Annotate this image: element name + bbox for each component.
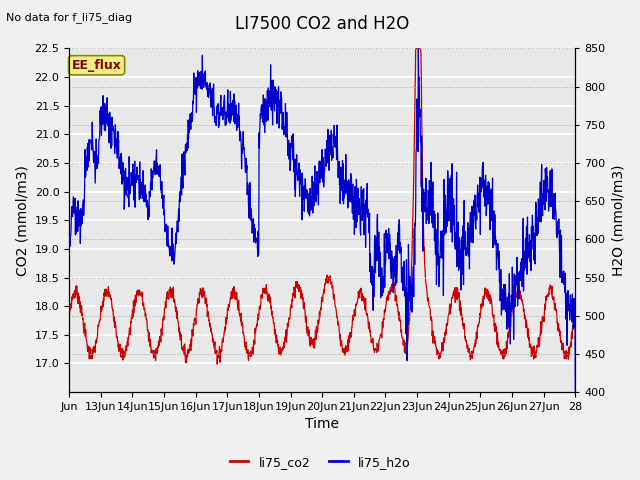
Y-axis label: CO2 (mmol/m3): CO2 (mmol/m3) [15, 165, 29, 276]
Title: LI7500 CO2 and H2O: LI7500 CO2 and H2O [235, 15, 410, 33]
X-axis label: Time: Time [305, 418, 339, 432]
Legend: li75_co2, li75_h2o: li75_co2, li75_h2o [225, 451, 415, 474]
Text: EE_flux: EE_flux [72, 59, 122, 72]
Text: No data for f_li75_diag: No data for f_li75_diag [6, 12, 132, 23]
Y-axis label: H2O (mmol/m3): H2O (mmol/m3) [611, 165, 625, 276]
